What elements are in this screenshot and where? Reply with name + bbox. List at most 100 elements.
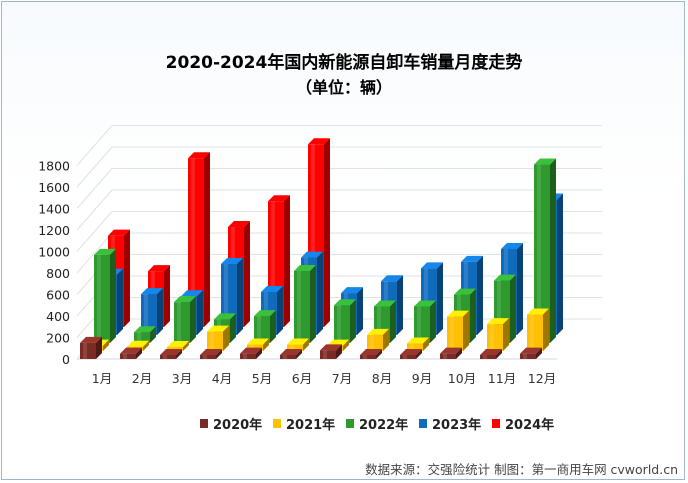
bar-top bbox=[120, 347, 142, 354]
bar-front bbox=[141, 294, 157, 335]
bar bbox=[200, 349, 222, 359]
bar-side bbox=[96, 336, 102, 359]
bar bbox=[174, 296, 196, 343]
bar-front bbox=[240, 353, 256, 359]
bar-front bbox=[367, 334, 383, 351]
bar-side bbox=[244, 221, 250, 327]
bar-side bbox=[437, 262, 443, 335]
bar-side bbox=[336, 344, 342, 359]
bar bbox=[527, 308, 549, 351]
bar-top bbox=[240, 347, 262, 354]
bar-top bbox=[480, 349, 502, 355]
bar-side bbox=[357, 287, 363, 335]
bar-top bbox=[327, 339, 349, 346]
bar-side bbox=[463, 310, 469, 351]
bar-side bbox=[550, 158, 556, 343]
bar-highlight bbox=[311, 144, 315, 327]
bar-highlight bbox=[144, 294, 148, 335]
bar-side bbox=[223, 325, 229, 351]
bars-layer bbox=[80, 138, 563, 359]
bar-highlight bbox=[137, 332, 141, 343]
y-tick-label: 400 bbox=[46, 309, 70, 324]
bar-top bbox=[360, 349, 382, 355]
bar-front bbox=[80, 342, 96, 359]
bar-highlight bbox=[163, 355, 167, 359]
bar-top bbox=[494, 274, 516, 281]
x-tick-label: 9月 bbox=[412, 371, 432, 386]
bar-top bbox=[334, 299, 356, 306]
bar-side bbox=[204, 152, 210, 327]
bar-side bbox=[164, 265, 170, 327]
bar-top bbox=[367, 328, 389, 335]
bar-front bbox=[447, 316, 463, 351]
bar-side bbox=[477, 255, 483, 335]
bar-front bbox=[520, 353, 536, 359]
y-tick-label: 600 bbox=[46, 288, 70, 303]
bar-highlight bbox=[410, 343, 414, 351]
legend-label: 2023年 bbox=[432, 417, 481, 433]
bar-front bbox=[360, 355, 376, 359]
bar bbox=[254, 310, 276, 343]
bar bbox=[367, 328, 389, 351]
bar-side bbox=[103, 339, 109, 351]
legend-swatch bbox=[273, 419, 281, 428]
bar-side bbox=[536, 347, 542, 359]
bar-top bbox=[174, 296, 196, 303]
bar-front bbox=[287, 344, 303, 351]
bar-highlight bbox=[490, 324, 494, 351]
bar-front bbox=[334, 305, 350, 343]
bar-side bbox=[517, 243, 523, 335]
bar-side bbox=[557, 193, 563, 335]
bar-highlight bbox=[271, 201, 275, 327]
chart-title: 2020-2024年国内新能源自卸车销量月度走势 bbox=[166, 52, 523, 73]
gridline-side bbox=[76, 146, 113, 188]
bar-top bbox=[127, 340, 149, 347]
bar-front bbox=[280, 355, 296, 359]
bar bbox=[400, 349, 422, 359]
bar-highlight bbox=[210, 331, 214, 351]
bar bbox=[360, 349, 382, 359]
bar-side bbox=[216, 349, 222, 359]
bar-front bbox=[487, 324, 503, 351]
bar-top bbox=[108, 229, 130, 236]
bar-side bbox=[237, 258, 243, 335]
bar bbox=[487, 318, 509, 351]
bar bbox=[320, 344, 342, 359]
bar-front bbox=[254, 316, 270, 343]
bar-front bbox=[414, 306, 430, 343]
bar-highlight bbox=[370, 334, 374, 351]
bar-front bbox=[207, 331, 223, 351]
bar-side bbox=[383, 328, 389, 351]
bar-highlight bbox=[290, 344, 294, 351]
bar bbox=[160, 349, 182, 359]
bar-side bbox=[256, 347, 262, 359]
bar-front bbox=[407, 343, 423, 351]
bar-top bbox=[261, 286, 283, 292]
bar-top bbox=[527, 308, 549, 315]
y-tick-label: 0 bbox=[62, 352, 70, 367]
bar-side bbox=[296, 349, 302, 359]
bar-highlight bbox=[450, 316, 454, 351]
bar-highlight bbox=[224, 264, 228, 335]
bar-highlight bbox=[337, 305, 341, 343]
bar-highlight bbox=[443, 353, 447, 359]
bar-highlight bbox=[83, 342, 87, 359]
bar-top bbox=[447, 310, 469, 317]
bar-highlight bbox=[203, 355, 207, 359]
bar-side bbox=[416, 349, 422, 359]
legend-label: 2021年 bbox=[286, 417, 335, 433]
bar-top bbox=[520, 347, 542, 354]
bar-top bbox=[200, 349, 222, 355]
bar-side bbox=[124, 229, 130, 327]
x-tick-label: 7月 bbox=[332, 371, 352, 386]
bar-highlight bbox=[297, 270, 301, 343]
bar-top bbox=[301, 251, 323, 258]
chart-subtitle: （单位：辆） bbox=[296, 78, 392, 97]
bar-top bbox=[167, 341, 189, 347]
bar-front bbox=[294, 270, 310, 343]
bar-side bbox=[423, 337, 429, 351]
bar-highlight bbox=[537, 164, 541, 343]
bar bbox=[440, 347, 462, 359]
bar bbox=[480, 349, 502, 359]
